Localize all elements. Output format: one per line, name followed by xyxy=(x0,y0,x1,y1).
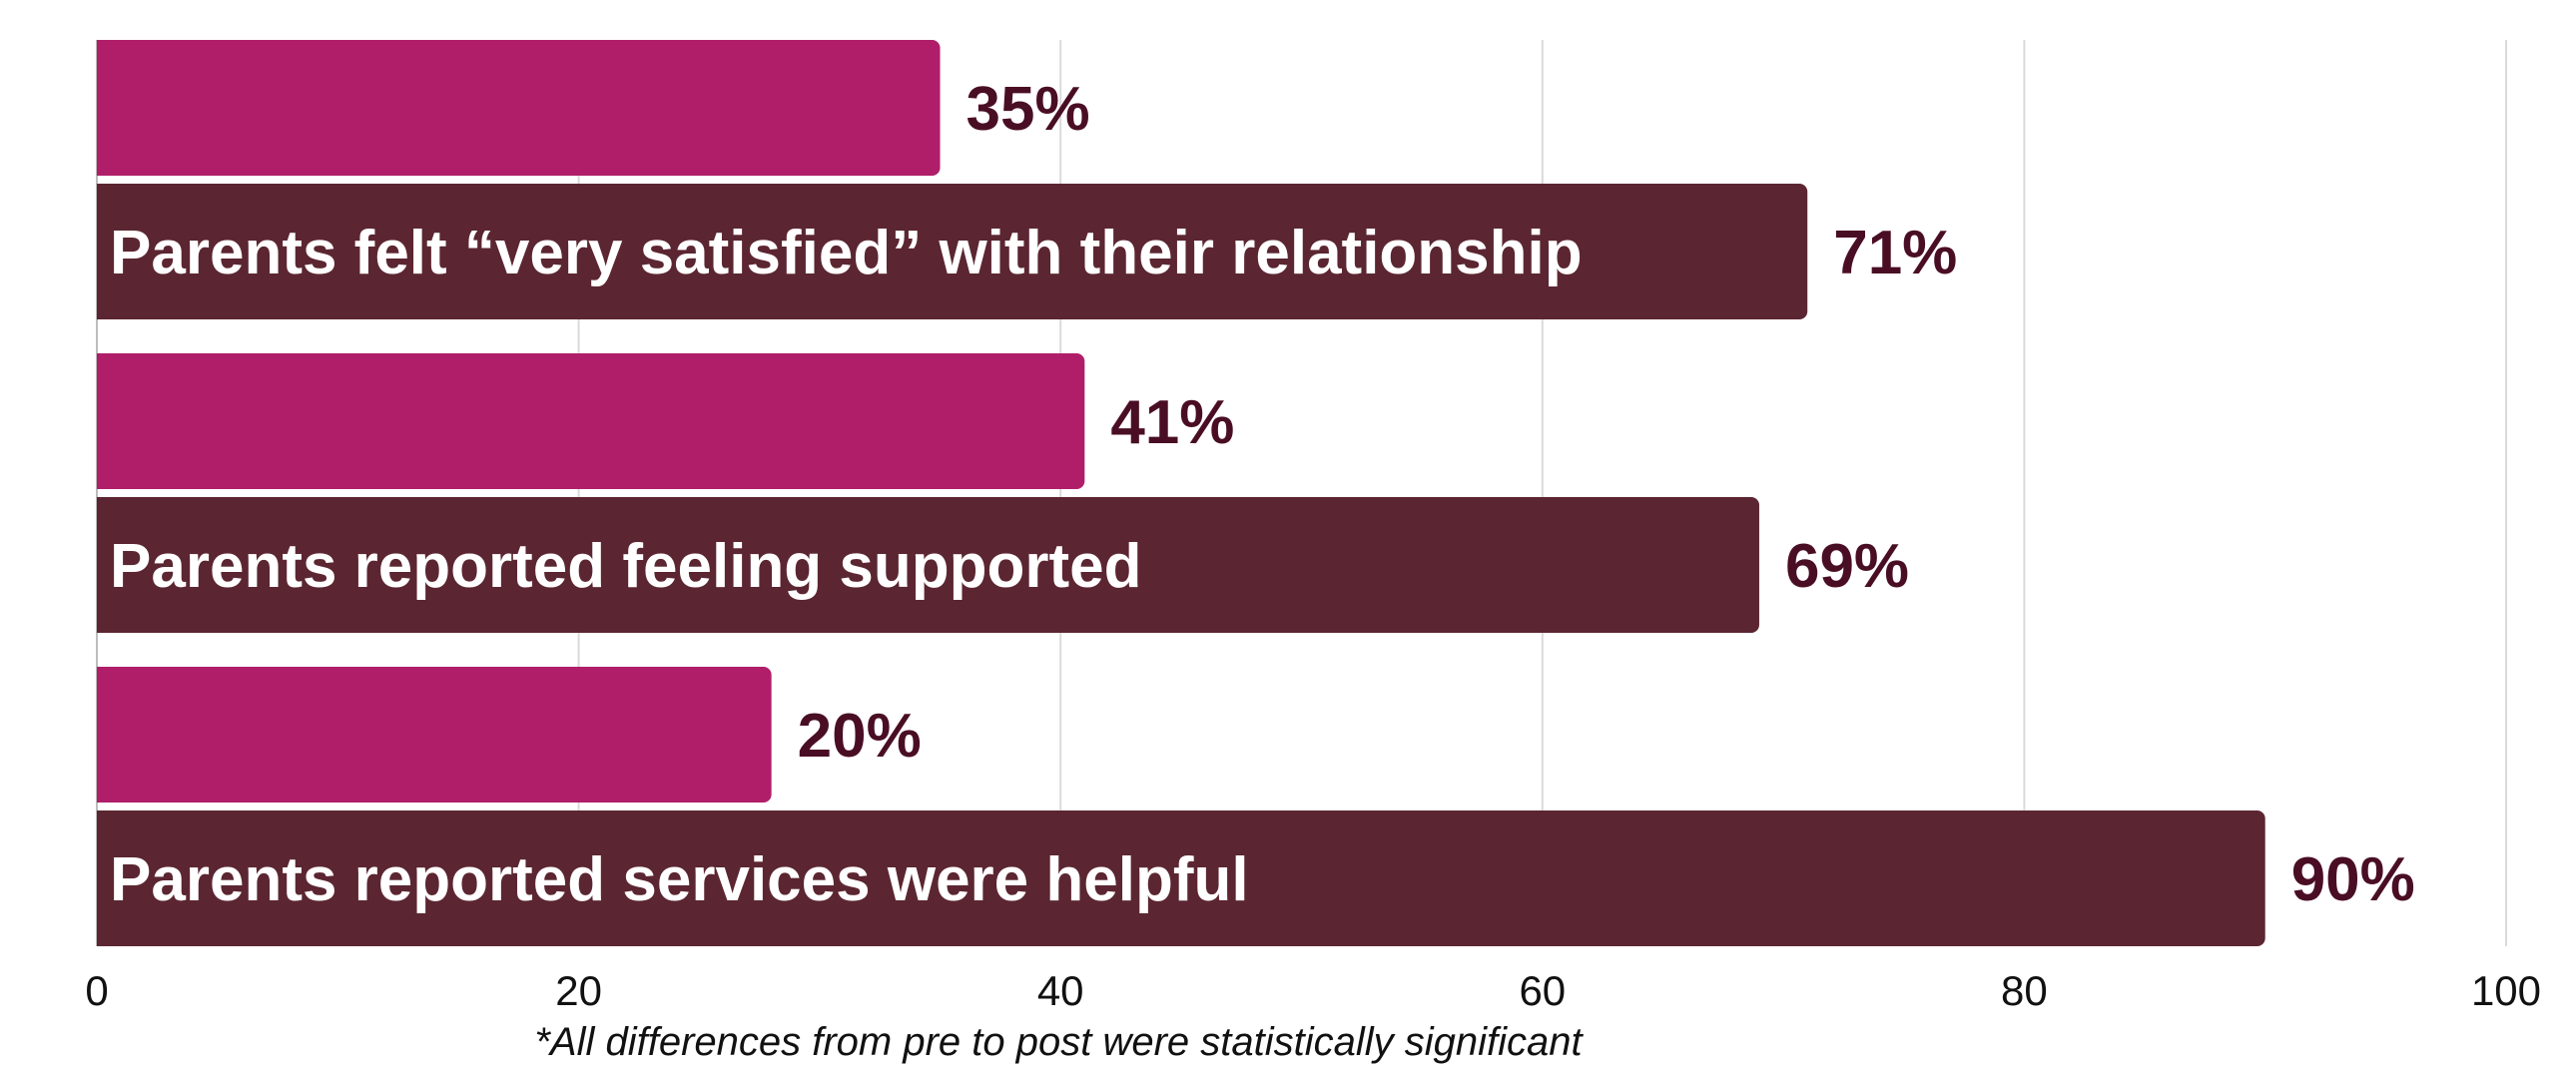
x-tick-label: 40 xyxy=(1037,967,1084,1014)
pre-bar xyxy=(97,353,1085,489)
pre-bar-edge xyxy=(97,353,109,489)
x-tick-label: 20 xyxy=(555,967,602,1014)
post-bar-edge xyxy=(97,497,109,633)
post-bar-edge xyxy=(97,184,109,319)
x-tick-label: 0 xyxy=(85,967,108,1014)
value-labels: 35% Parents felt “very satisfied” with th… xyxy=(110,75,2415,914)
x-tick-label: 80 xyxy=(2001,967,2048,1014)
bar-value-label: 71% xyxy=(1833,219,1957,287)
x-tick-label: 60 xyxy=(1519,967,1566,1014)
post-bar xyxy=(97,184,1808,319)
post-bar xyxy=(97,497,1759,633)
bar-value-label: 35% xyxy=(966,75,1090,144)
pre-bar xyxy=(97,40,941,176)
bars xyxy=(97,40,2265,946)
gridlines xyxy=(96,40,2507,946)
pre-bar-edge xyxy=(97,667,109,803)
x-axis-ticks: 0 20 40 60 80 100 xyxy=(85,967,2541,1014)
post-bar-edge xyxy=(97,810,109,946)
x-tick-label: 100 xyxy=(2471,967,2541,1014)
pre-bar-edge xyxy=(97,40,109,176)
bar-value-label: 90% xyxy=(2291,845,2415,914)
bar-category-label: Parents reported feeling supported xyxy=(110,532,1142,601)
footnote: *All differences from pre to post were s… xyxy=(534,1020,1583,1064)
bar-value-label: 41% xyxy=(1110,388,1234,457)
bar-value-label: 20% xyxy=(798,702,922,771)
bar-value-label: 69% xyxy=(1785,532,1909,601)
bar-category-label: Parents reported services were helpful xyxy=(110,845,1249,914)
pre-bar xyxy=(97,667,772,803)
post-bar xyxy=(97,810,2265,946)
bar-category-label: Parents felt “very satisfied” with their… xyxy=(110,219,1583,287)
